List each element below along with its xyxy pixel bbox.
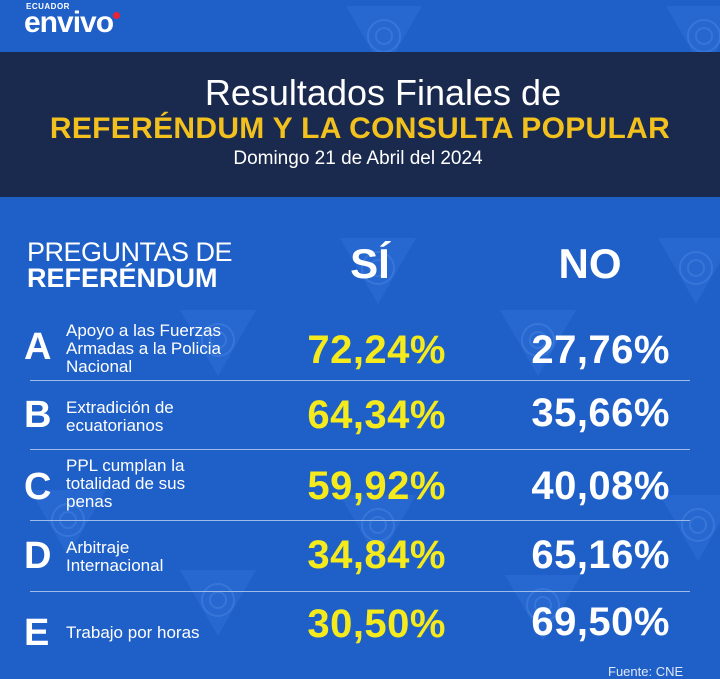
decorative-signal-icon [340,238,416,304]
no-value: 69,50% [531,600,670,644]
row-question-line: Apoyo a las Fuerzas [66,321,221,340]
decorative-signal-icon [658,238,720,304]
date-subtitle: Domingo 21 de Abril del 2024 [233,148,483,169]
row-question: PPL cumplan la totalidad de sus penas [66,457,281,511]
decorative-signal-icon [340,495,416,561]
column-header-questions-line2: REFERÉNDUM [27,263,218,293]
row-letter: E [24,612,50,654]
row-letter: A [24,326,52,368]
decorative-signal-icon [660,495,720,561]
logo-dot [113,12,120,19]
row-question-line: totalidad de sus [66,474,186,493]
row-question: Extradición de ecuatorianos [66,399,281,435]
row-question-line: PPL cumplan la [66,456,185,475]
row-letter: C [24,466,52,508]
no-value: 40,08% [531,464,670,508]
decorative-signal-icon [500,310,576,376]
si-value: 59,92% [307,464,446,508]
decorative-signal-icon [180,310,256,376]
decorative-signal-icon [180,570,256,636]
row-letter: B [24,394,52,436]
table-row: E Trabajo por horas 30,50% 69,50% [0,592,720,662]
row-question-line: ecuatorianos [66,416,164,435]
row-question-line: penas [66,492,113,511]
row-letter: D [24,535,52,577]
row-question-line: Arbitraje [66,538,130,557]
row-question: Trabajo por horas [66,624,281,642]
source-note: Fuente: CNE [608,664,684,679]
row-question-line: Armadas a la Policia [66,339,221,358]
si-value: 72,24% [307,328,446,372]
no-value: 35,66% [531,391,670,435]
table-row: A Apoyo a las Fuerzas Armadas a la Polic… [0,318,720,380]
row-divider [30,520,690,521]
column-header-no: NO [558,240,622,287]
no-value: 27,76% [531,328,670,372]
table-row: B Extradición de ecuatorianos 64,34% 35,… [0,381,720,449]
row-question: Arbitraje Internacional [66,539,281,575]
row-divider [30,591,690,592]
row-divider [30,380,690,381]
row-question: Apoyo a las Fuerzas Armadas a la Policia… [66,322,281,376]
table-row: C PPL cumplan la totalidad de sus penas … [0,450,720,520]
title-line-2: REFERÉNDUM Y LA CONSULTA POPULAR [49,112,671,145]
si-value: 34,84% [307,533,446,577]
column-header-si: SÍ [350,240,390,287]
si-value: 64,34% [307,393,446,437]
row-question-line: Internacional [66,556,164,575]
row-question-line: Extradición de [66,398,174,417]
row-question-line: Trabajo por horas [66,623,200,642]
column-header-questions-line1: PREGUNTAS DE [27,237,233,267]
no-value: 65,16% [531,533,670,577]
si-value: 30,50% [307,602,446,646]
title-line-1: Resultados Finales de [204,72,562,113]
row-question-line: Nacional [66,357,133,376]
title-banner [0,52,720,197]
logo-brand: envivo [24,6,114,39]
table-row: D Arbitraje Internacional 34,84% 65,16% [0,521,720,591]
row-divider [30,449,690,450]
logo-country: ECUADOR [26,2,70,11]
